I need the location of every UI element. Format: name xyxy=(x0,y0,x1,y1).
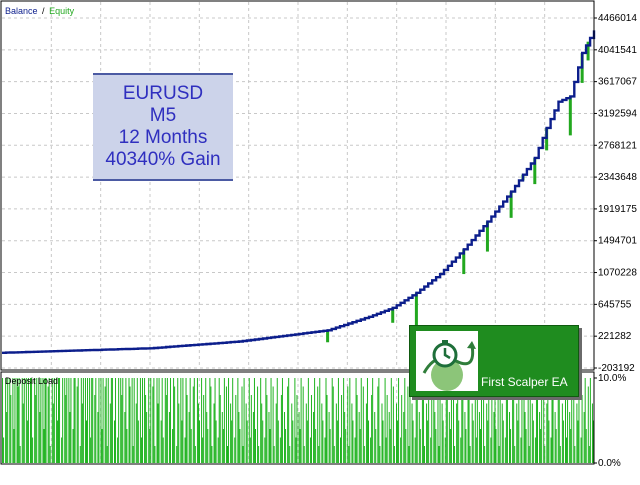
product-title: First Scalper EA xyxy=(481,375,568,389)
deposit-load-tick-label: 10.0% xyxy=(598,373,626,384)
y-tick-label: 645755 xyxy=(598,299,632,310)
y-tick-label: 3192594 xyxy=(598,108,637,119)
clock-growth-icon xyxy=(422,340,476,391)
main-y-axis-ticks: 4466014 4041541 3617067 3192594 2768121 23436… xyxy=(594,13,637,374)
deposit-load-tick-label: 0.0% xyxy=(598,458,621,469)
legend-balance-label: Balance xyxy=(5,6,38,16)
y-tick-label: 1070228 xyxy=(598,268,637,279)
info-symbol: EURUSD xyxy=(122,83,204,104)
info-box: EURUSD M5 12 Months 40340% Gain xyxy=(93,73,233,181)
info-period: 12 Months xyxy=(118,127,208,148)
legend-separator: / xyxy=(42,6,45,16)
main-chart-frame xyxy=(0,0,595,371)
y-tick-label: 4041541 xyxy=(598,45,637,56)
y-tick-label: 1494701 xyxy=(598,236,637,247)
deposit-load-title: Deposit Load xyxy=(5,376,58,386)
y-tick-label: 1919175 xyxy=(598,204,637,215)
product-logo xyxy=(416,331,478,391)
info-timeframe: M5 xyxy=(149,105,177,126)
y-tick-label: 2768121 xyxy=(598,140,637,151)
legend-equity-label: Equity xyxy=(49,6,75,16)
y-tick-label: 2343648 xyxy=(598,172,637,183)
product-badge: First Scalper EA xyxy=(409,325,579,397)
y-tick-label: 4466014 xyxy=(598,13,637,24)
balance-line xyxy=(2,30,596,354)
info-gain: 40340% Gain xyxy=(105,149,221,170)
legend: Balance / Equity xyxy=(5,6,75,16)
deposit-load-frame xyxy=(0,371,595,465)
y-tick-label: 221282 xyxy=(598,331,632,342)
y-tick-label: -203192 xyxy=(598,363,635,374)
y-tick-label: 3617067 xyxy=(598,77,637,88)
